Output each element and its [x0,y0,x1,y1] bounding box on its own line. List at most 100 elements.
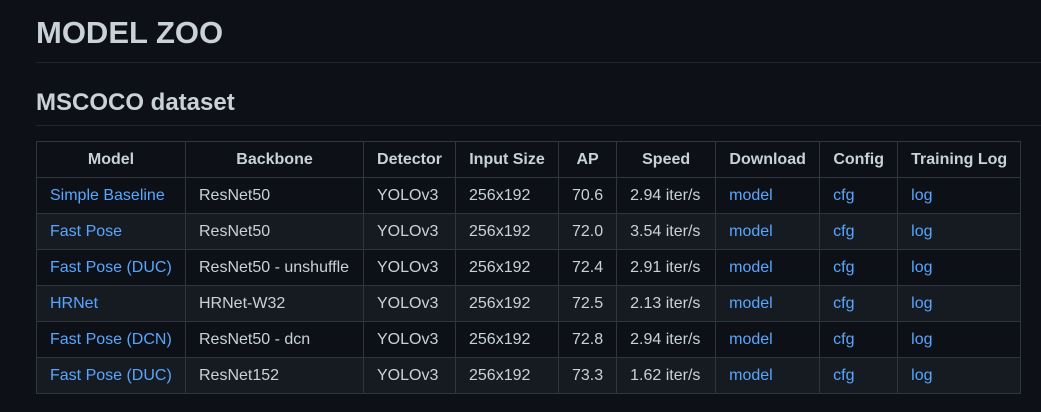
header-config: Config [819,141,899,178]
ap-cell: 72.5 [557,285,618,322]
speed-cell: 3.54 iter/s [616,213,717,250]
backbone-cell: ResNet152 [185,357,364,394]
model-link[interactable]: Simple Baseline [50,186,165,204]
section-title: MSCOCO dataset [36,63,1041,126]
download-cell: model [715,249,821,286]
header-training-log: Training Log [897,141,1022,178]
config-cell: cfg [819,285,899,322]
config-link[interactable]: cfg [833,222,855,240]
model-link[interactable]: Fast Pose (DUC) [50,258,172,276]
page-title: MODEL ZOO [36,0,1041,63]
config-cell: cfg [819,177,899,214]
config-link[interactable]: cfg [833,258,855,276]
backbone-cell: HRNet-W32 [185,285,364,322]
input-size-cell: 256x192 [455,321,559,358]
config-cell: cfg [819,321,899,358]
ap-cell: 72.4 [557,249,618,286]
model-cell: HRNet [36,285,186,322]
log-cell: log [897,177,1022,214]
table-header: Model Backbone Detector Input Size AP Sp… [36,141,1022,178]
download-cell: model [715,177,821,214]
ap-cell: 70.6 [557,177,618,214]
table-row: Fast Pose ResNet50 YOLOv3 256x192 72.0 3… [36,213,1022,250]
training-log-link[interactable]: log [911,186,933,204]
header-download: Download [715,141,821,178]
header-backbone: Backbone [185,141,364,178]
table-row: HRNet HRNet-W32 YOLOv3 256x192 72.5 2.13… [36,285,1022,322]
download-cell: model [715,213,821,250]
ap-cell: 72.0 [557,213,618,250]
input-size-cell: 256x192 [455,285,559,322]
detector-cell: YOLOv3 [363,249,456,286]
input-size-cell: 256x192 [455,177,559,214]
detector-cell: YOLOv3 [363,285,456,322]
log-cell: log [897,321,1022,358]
model-link[interactable]: Fast Pose (DCN) [50,330,172,348]
model-cell: Fast Pose (DUC) [36,249,186,286]
table-row: Fast Pose (DCN) ResNet50 - dcn YOLOv3 25… [36,321,1022,358]
header-row: Model Backbone Detector Input Size AP Sp… [36,141,1022,178]
ap-cell: 72.8 [557,321,618,358]
model-cell: Fast Pose (DCN) [36,321,186,358]
log-cell: log [897,249,1022,286]
model-zoo-table: Model Backbone Detector Input Size AP Sp… [36,141,1022,394]
table-row: Simple Baseline ResNet50 YOLOv3 256x192 … [36,177,1022,214]
download-model-link[interactable]: model [729,258,773,276]
config-cell: cfg [819,249,899,286]
config-link[interactable]: cfg [833,294,855,312]
speed-cell: 2.94 iter/s [616,321,717,358]
input-size-cell: 256x192 [455,249,559,286]
backbone-cell: ResNet50 - dcn [185,321,364,358]
download-cell: model [715,357,821,394]
table-body: Simple Baseline ResNet50 YOLOv3 256x192 … [36,177,1022,394]
speed-cell: 2.13 iter/s [616,285,717,322]
download-model-link[interactable]: model [729,294,773,312]
training-log-link[interactable]: log [911,222,933,240]
header-ap: AP [557,141,618,178]
backbone-cell: ResNet50 [185,177,364,214]
model-link[interactable]: Fast Pose (DUC) [50,366,172,384]
detector-cell: YOLOv3 [363,213,456,250]
training-log-link[interactable]: log [911,330,933,348]
table-row: Fast Pose (DUC) ResNet50 - unshuffle YOL… [36,249,1022,286]
model-link[interactable]: HRNet [50,294,99,312]
backbone-cell: ResNet50 - unshuffle [185,249,364,286]
config-cell: cfg [819,213,899,250]
download-model-link[interactable]: model [729,186,773,204]
download-model-link[interactable]: model [729,366,773,384]
speed-cell: 1.62 iter/s [616,357,717,394]
training-log-link[interactable]: log [911,258,933,276]
download-cell: model [715,285,821,322]
speed-cell: 2.91 iter/s [616,249,717,286]
config-link[interactable]: cfg [833,330,855,348]
training-log-link[interactable]: log [911,366,933,384]
speed-cell: 2.94 iter/s [616,177,717,214]
readme-content: MODEL ZOO MSCOCO dataset Model Backbone … [36,0,1041,394]
detector-cell: YOLOv3 [363,357,456,394]
model-cell: Fast Pose [36,213,186,250]
header-model: Model [36,141,186,178]
download-cell: model [715,321,821,358]
config-cell: cfg [819,357,899,394]
training-log-link[interactable]: log [911,294,933,312]
download-model-link[interactable]: model [729,222,773,240]
backbone-cell: ResNet50 [185,213,364,250]
input-size-cell: 256x192 [455,213,559,250]
header-speed: Speed [616,141,717,178]
config-link[interactable]: cfg [833,186,855,204]
header-detector: Detector [363,141,456,178]
detector-cell: YOLOv3 [363,321,456,358]
model-link[interactable]: Fast Pose [50,222,123,240]
header-input-size: Input Size [455,141,559,178]
log-cell: log [897,357,1022,394]
detector-cell: YOLOv3 [363,177,456,214]
ap-cell: 73.3 [557,357,618,394]
model-cell: Simple Baseline [36,177,186,214]
download-model-link[interactable]: model [729,330,773,348]
model-cell: Fast Pose (DUC) [36,357,186,394]
config-link[interactable]: cfg [833,366,855,384]
log-cell: log [897,285,1022,322]
log-cell: log [897,213,1022,250]
table-row: Fast Pose (DUC) ResNet152 YOLOv3 256x192… [36,357,1022,394]
input-size-cell: 256x192 [455,357,559,394]
